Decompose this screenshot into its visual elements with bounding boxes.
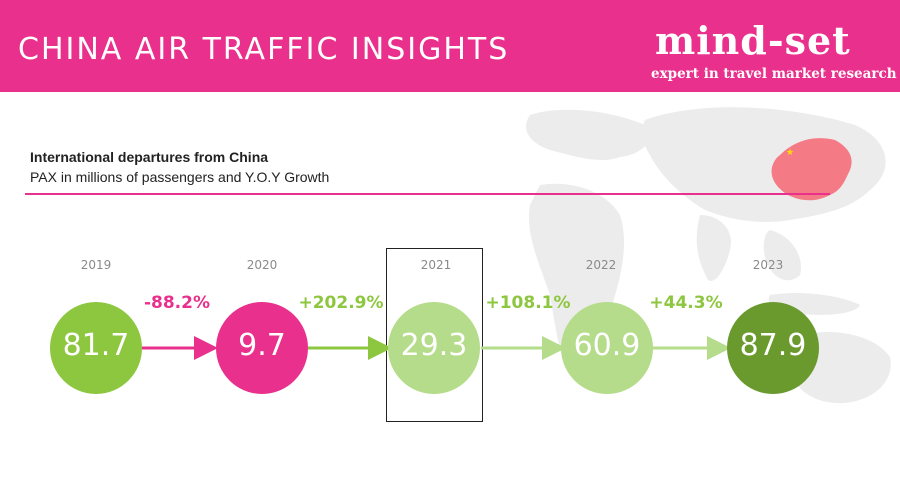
year-label: 2020: [246, 258, 278, 272]
year-label: 2022: [585, 258, 617, 272]
value-label: 29.3: [400, 328, 468, 363]
europe-landmass: [526, 109, 651, 160]
value-circle-2023: [727, 302, 819, 394]
india-landmass: [696, 215, 731, 281]
highlight-2021-box: [386, 248, 483, 422]
value-label: 60.9: [573, 328, 641, 363]
logo-wordmark: mind-set: [655, 18, 851, 63]
mind-set-logo: mind-set expert in travel market researc…: [645, 18, 897, 88]
growth-label: -88.2%: [143, 293, 211, 313]
value-label: 87.9: [739, 328, 807, 363]
value-circle-2022: [561, 302, 653, 394]
year-label: 2019: [80, 258, 112, 272]
page-title: CHINA AIR TRAFFIC INSIGHTS: [18, 32, 510, 67]
china-shape: [771, 138, 852, 201]
chart-title: International departures from China: [30, 149, 269, 165]
chart-subtitle: PAX in millions of passengers and Y.O.Y …: [30, 169, 330, 185]
value-circle-2021: [388, 302, 480, 394]
value-circle-2019: [50, 302, 142, 394]
title-divider: [25, 193, 830, 195]
se-asia-landmass: [763, 230, 801, 281]
value-label: 81.7: [62, 328, 130, 363]
value-label: 9.7: [238, 328, 286, 363]
year-label: 2023: [752, 258, 784, 272]
value-circle-2020: [216, 302, 308, 394]
year-label: 2021: [420, 258, 452, 272]
growth-label: +44.3%: [649, 293, 723, 313]
growth-label: +202.9%: [298, 293, 384, 313]
header-banner: CHINA AIR TRAFFIC INSIGHTS mind-set expe…: [0, 0, 900, 92]
china-flag-star-icon: ★: [786, 148, 794, 158]
logo-tagline: expert in travel market research: [651, 66, 897, 82]
growth-label: +108.1%: [485, 293, 571, 313]
